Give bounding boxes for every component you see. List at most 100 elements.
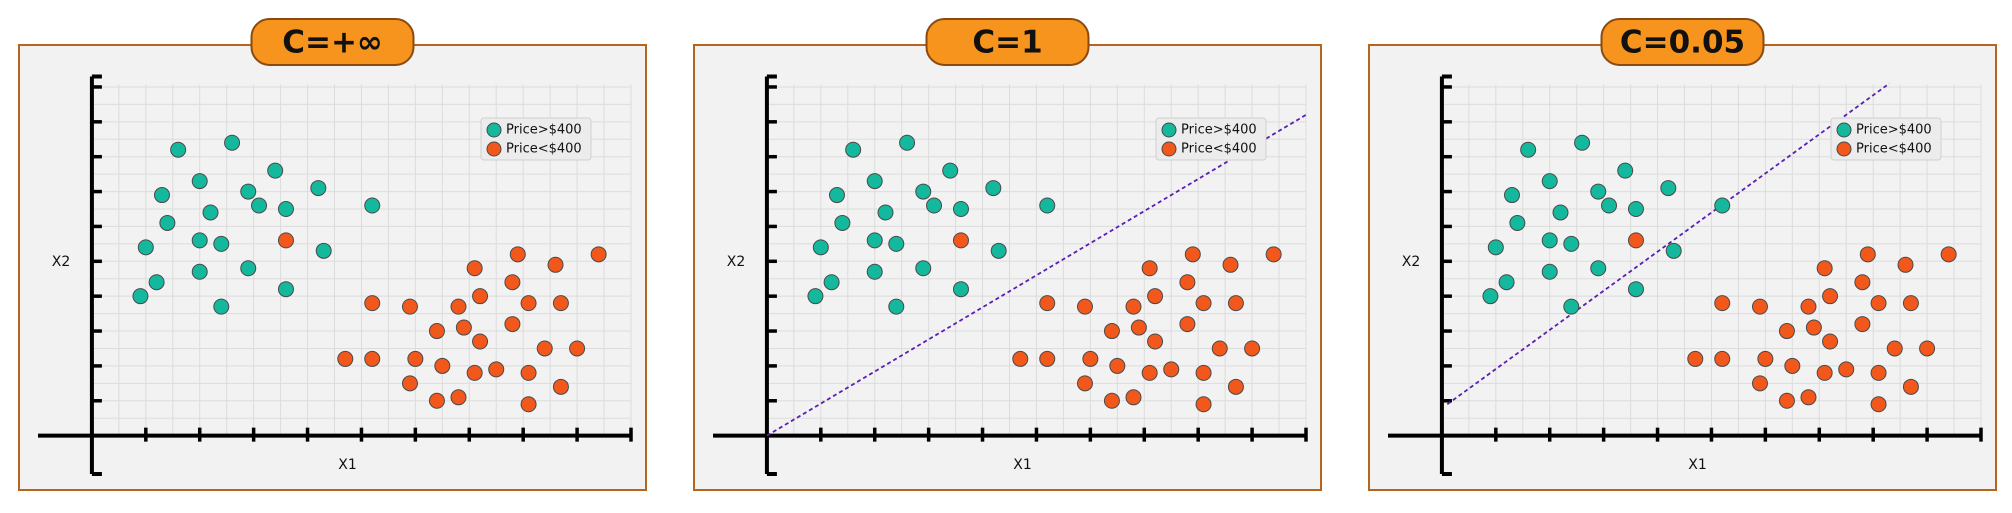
data-point [1179,274,1196,291]
data-point [866,263,883,280]
data-point [1103,392,1120,409]
data-point [1076,375,1093,392]
data-point [202,204,219,221]
data-point [1227,378,1244,395]
data-point [1147,333,1164,350]
data-point [1195,295,1212,312]
data-point [812,239,829,256]
data-point [1147,288,1164,305]
data-point [1082,350,1099,367]
data-point [888,298,905,315]
data-point [1590,183,1607,200]
legend-label: Price>$400 [1856,123,1932,138]
data-point [1222,256,1239,273]
data-point [251,197,268,214]
data-point [845,141,862,158]
x-axis-label: X1 [1688,457,1707,473]
data-point [888,235,905,252]
panel: X1 X2 Price>$400 Price<$400 C=0.05 [1368,18,1997,491]
data-point [915,183,932,200]
legend-marker [486,141,502,157]
data-point [834,214,851,231]
data-point [877,204,894,221]
data-point [1627,201,1644,217]
data-point [899,134,916,151]
data-point [170,141,187,158]
data-point [866,173,883,190]
data-point [1714,350,1731,367]
data-point [267,162,284,179]
data-point [536,340,553,357]
data-point [547,256,564,273]
data-point [1184,246,1201,263]
data-point [807,288,824,305]
data-point [509,246,526,263]
x-axis-label: X1 [1013,457,1032,473]
data-point [1859,246,1876,263]
data-point [1141,364,1158,381]
data-point [1520,141,1537,158]
data-point [450,389,467,406]
data-point [1509,214,1526,231]
data-point [434,357,451,374]
data-point [1574,134,1591,151]
decision-boundary [1446,82,1890,405]
data-point [1039,350,1056,367]
data-point [1784,357,1801,374]
data-point [823,274,840,291]
data-point [450,298,467,315]
data-point [866,232,883,249]
title-badge [1600,18,1765,66]
data-point [552,378,569,395]
data-point [1125,389,1142,406]
data-point [401,298,418,315]
data-point [520,364,537,381]
data-point [1563,298,1580,315]
data-point [488,361,505,378]
data-point [1816,260,1833,277]
data-point [310,180,327,197]
data-point [1940,246,1957,263]
data-point [1227,295,1244,312]
data-point [828,187,845,204]
x-axis-label: X1 [338,457,357,473]
data-point [915,260,932,277]
chart-title: C=+∞ [282,25,383,61]
data-point [191,263,208,280]
data-point [1805,319,1822,336]
data-point [1039,295,1056,312]
data-point [1870,295,1887,312]
data-point [1919,340,1936,357]
data-point [1109,357,1126,374]
legend-box [480,117,592,161]
legend-label: Price<$400 [506,142,582,157]
data-point [985,180,1002,197]
legend-label: Price>$400 [506,123,582,138]
data-point [137,239,154,256]
data-point [1902,295,1919,312]
data-point [1870,396,1887,413]
data-point [1897,256,1914,273]
legend-marker [1161,122,1177,138]
data-point [401,375,418,392]
legend-label: Price>$400 [1181,123,1257,138]
panel: X1 X2 Price>$400 Price<$400 C=+∞ [18,18,647,491]
data-point [1902,378,1919,395]
data-point [952,201,969,217]
panel: X1 X2 Price>$400 Price<$400 C=1 [693,18,1322,491]
data-point [277,201,294,217]
data-point [364,295,381,312]
data-point [1714,197,1731,214]
data-point [213,235,230,252]
legend-marker [1836,141,1852,157]
data-point [224,134,241,151]
data-point [1751,298,1768,315]
data-point [926,197,943,214]
data-point [1195,396,1212,413]
data-point [148,274,165,291]
data-point [1800,298,1817,315]
data-point [240,260,257,277]
data-point [1130,319,1147,336]
data-point [1211,340,1228,357]
data-point [1800,389,1817,406]
